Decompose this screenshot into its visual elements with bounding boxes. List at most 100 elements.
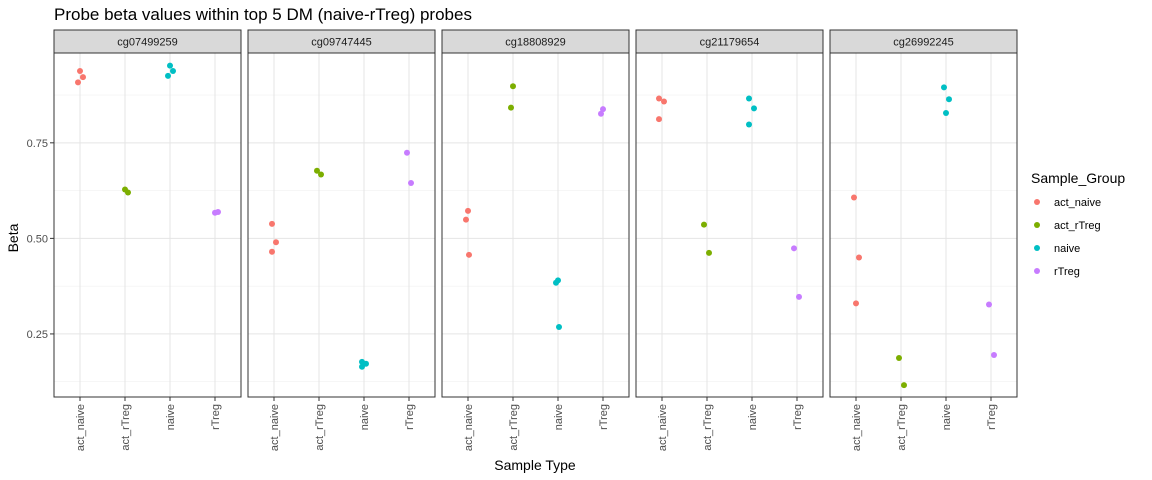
facet-panel-cg09747445: cg09747445 act_naive act_rTreg naive rTreg xyxy=(247,29,436,451)
y-tick-label: 0.75 xyxy=(27,138,48,150)
data-point-act_rTreg xyxy=(125,189,131,196)
data-point-naive xyxy=(746,121,752,128)
data-point-act_naive xyxy=(465,207,471,214)
data-point-act_naive xyxy=(463,216,469,223)
data-point-act_rTreg xyxy=(508,104,514,111)
panel-background xyxy=(636,53,823,397)
data-point-act_naive xyxy=(269,220,275,227)
x-tick-label: act_naive xyxy=(463,404,475,451)
panel-background xyxy=(248,53,435,397)
data-point-naive xyxy=(553,279,559,286)
data-point-naive xyxy=(943,110,949,117)
data-point-naive xyxy=(941,84,947,91)
data-point-naive xyxy=(946,96,952,103)
x-tick-label: act_naive xyxy=(269,404,281,451)
data-point-act_naive xyxy=(75,79,81,86)
legend-label: naive xyxy=(1054,243,1080,255)
x-tick-label: naive xyxy=(941,404,953,430)
data-point-act_rTreg xyxy=(896,355,902,362)
facet-panel-cg18808929: cg18808929 act_naive act_rTreg naive rTreg xyxy=(441,29,630,451)
legend-item-act_rTreg: act_rTreg xyxy=(1034,220,1101,232)
data-point-act_naive xyxy=(856,254,862,261)
legend-label: act_rTreg xyxy=(1054,220,1101,232)
x-tick-label: act_naive xyxy=(851,404,863,451)
data-point-rTreg xyxy=(408,179,414,186)
data-point-rTreg xyxy=(598,110,604,117)
data-point-rTreg xyxy=(986,301,992,308)
data-point-rTreg xyxy=(791,245,797,252)
data-point-rTreg xyxy=(215,209,221,216)
legend-item-naive: naive xyxy=(1034,243,1080,255)
data-point-naive xyxy=(170,67,176,74)
data-point-rTreg xyxy=(796,293,802,300)
legend-item-rTreg: rTreg xyxy=(1034,266,1080,278)
data-point-naive xyxy=(167,62,173,69)
x-tick-label: rTreg xyxy=(404,404,416,430)
legend-key xyxy=(1034,245,1040,251)
x-tick-label: rTreg xyxy=(210,404,222,430)
x-axis-title: Sample Type xyxy=(494,457,576,473)
x-tick-label: rTreg xyxy=(986,404,998,430)
panel-border xyxy=(53,52,242,398)
x-tick-label: act_naive xyxy=(75,404,87,451)
data-point-naive xyxy=(746,95,752,102)
data-point-naive xyxy=(359,363,365,370)
data-point-rTreg xyxy=(404,149,410,156)
y-axis-title: Beta xyxy=(5,223,21,252)
data-point-act_rTreg xyxy=(314,167,320,174)
x-tick-label: act_rTreg xyxy=(702,404,714,451)
data-point-act_rTreg xyxy=(706,249,712,256)
data-point-naive xyxy=(556,324,562,331)
data-point-act_naive xyxy=(466,251,472,258)
legend-label: rTreg xyxy=(1054,266,1080,278)
x-tick-label: naive xyxy=(553,404,565,430)
panel-background xyxy=(442,53,629,397)
x-tick-label: act_rTreg xyxy=(314,404,326,451)
data-point-rTreg xyxy=(600,106,606,113)
x-tick-label: naive xyxy=(165,404,177,430)
facet-strip-label: cg07499259 xyxy=(117,37,178,49)
x-tick-label: naive xyxy=(359,404,371,430)
data-point-act_naive xyxy=(77,67,83,74)
legend-title: Sample_Group xyxy=(1031,170,1125,186)
x-tick-label: act_rTreg xyxy=(120,404,132,451)
facet-panel-cg26992245: cg26992245 act_naive act_rTreg naive rTreg xyxy=(829,29,1018,451)
y-axis: 0.25 0.50 0.75 xyxy=(27,138,54,341)
facet-panel-cg21179654: cg21179654 act_naive act_rTreg naive rTreg xyxy=(635,29,824,451)
data-point-act_naive xyxy=(656,116,662,123)
facet-panel-cg07499259: cg07499259 act_naive act_rTreg naive rTreg xyxy=(53,29,242,451)
panel-border xyxy=(247,52,436,398)
data-point-act_rTreg xyxy=(701,221,707,228)
legend-key xyxy=(1034,268,1040,274)
data-point-act_naive xyxy=(80,74,86,81)
data-point-rTreg xyxy=(991,351,997,358)
panel-border xyxy=(829,52,1018,398)
legend-item-act_naive: act_naive xyxy=(1034,197,1101,209)
data-point-act_rTreg xyxy=(901,382,907,389)
x-tick-label: rTreg xyxy=(598,404,610,430)
data-point-naive xyxy=(165,72,171,79)
data-point-act_naive xyxy=(273,239,279,246)
y-tick-label: 0.25 xyxy=(27,329,48,341)
data-point-act_naive xyxy=(661,98,667,105)
chart-title: Probe beta values within top 5 DM (naive… xyxy=(54,5,472,24)
x-tick-label: act_naive xyxy=(657,404,669,451)
data-point-act_naive xyxy=(851,194,857,201)
data-point-act_naive xyxy=(656,95,662,102)
x-tick-label: act_rTreg xyxy=(896,404,908,451)
panel-background xyxy=(54,53,241,397)
data-point-act_naive xyxy=(269,248,275,255)
facet-strip-label: cg21179654 xyxy=(700,37,760,49)
x-tick-label: naive xyxy=(747,404,759,430)
data-point-act_naive xyxy=(853,300,859,307)
legend-key xyxy=(1034,199,1040,205)
facet-strip-label: cg26992245 xyxy=(893,37,954,49)
legend-label: act_naive xyxy=(1054,197,1101,209)
panel-background xyxy=(830,53,1017,397)
y-tick-label: 0.50 xyxy=(27,233,48,245)
x-tick-label: rTreg xyxy=(792,404,804,430)
panel-border xyxy=(441,52,630,398)
facet-strip-label: cg18808929 xyxy=(505,37,566,49)
